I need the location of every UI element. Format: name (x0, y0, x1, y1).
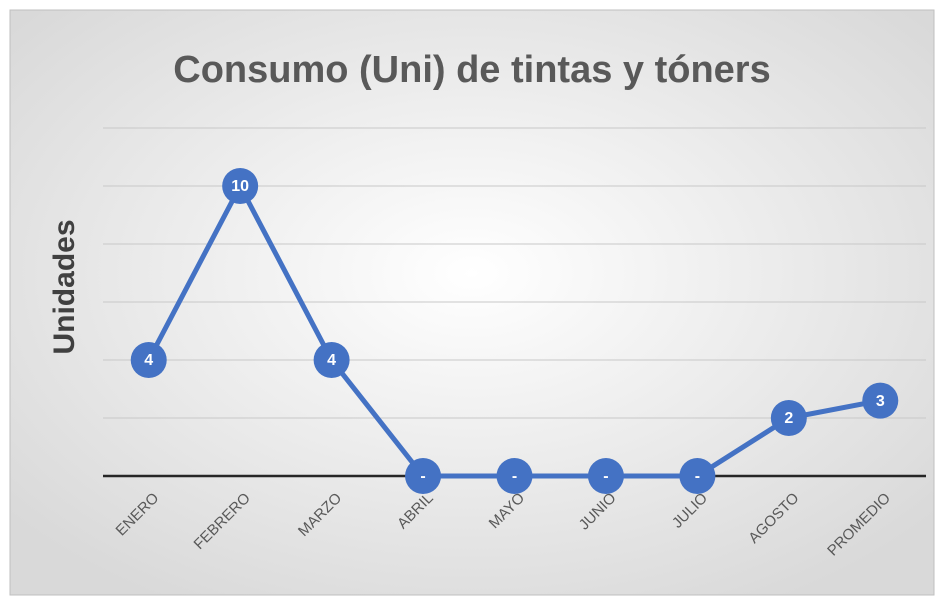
data-marker (496, 458, 533, 494)
data-label: - (420, 468, 425, 485)
data-label: 2 (784, 410, 793, 427)
data-marker (405, 458, 442, 494)
data-marker (862, 382, 899, 419)
data-marker (587, 458, 624, 494)
data-marker (679, 458, 716, 494)
data-label: 3 (876, 393, 885, 410)
data-label: 10 (231, 178, 249, 195)
data-label: 4 (327, 352, 336, 369)
y-axis-label: Unidades (48, 219, 81, 354)
data-label: - (695, 468, 700, 485)
data-marker (222, 168, 259, 204)
chart-title: Consumo (Uni) de tintas y tóners (173, 49, 770, 91)
data-marker (770, 400, 807, 436)
data-marker (313, 342, 350, 378)
data-label: - (603, 468, 608, 485)
data-label: 4 (144, 352, 153, 369)
data-marker (130, 342, 167, 378)
data-label: - (512, 468, 517, 485)
